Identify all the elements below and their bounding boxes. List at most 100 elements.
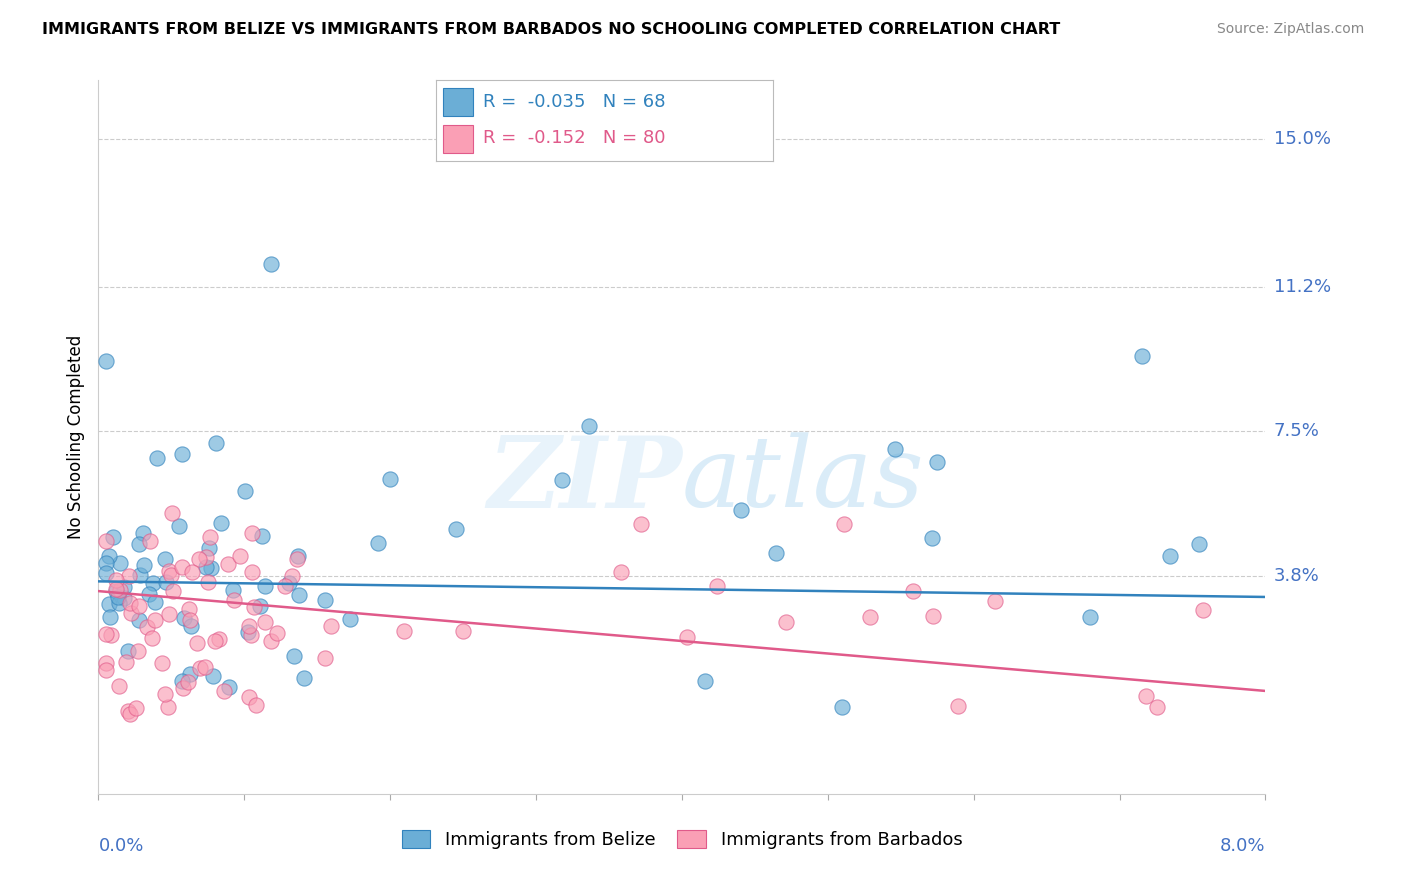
Point	[283, 648, 305, 663]
FancyBboxPatch shape	[443, 125, 472, 153]
Point	[1146, 700, 1168, 714]
Point	[108, 596, 131, 610]
Text: ZIP: ZIP	[486, 432, 682, 528]
Text: 3.8%: 3.8%	[1274, 566, 1319, 584]
Legend: Immigrants from Belize, Immigrants from Barbados: Immigrants from Belize, Immigrants from …	[394, 822, 970, 856]
Point	[254, 578, 277, 592]
Point	[676, 630, 699, 644]
Point	[222, 592, 245, 607]
Point	[180, 566, 202, 580]
Point	[730, 503, 752, 517]
Point	[117, 704, 139, 718]
Point	[253, 615, 276, 630]
Point	[233, 483, 256, 498]
Point	[188, 661, 211, 675]
Point	[238, 619, 260, 633]
Point	[194, 660, 217, 674]
Point	[451, 624, 474, 639]
Point	[118, 706, 141, 721]
Point	[142, 575, 165, 590]
Point	[94, 566, 117, 581]
Point	[134, 558, 156, 572]
Point	[252, 529, 274, 543]
Point	[94, 627, 117, 641]
Point	[145, 450, 167, 465]
Point	[314, 650, 336, 665]
Point	[110, 582, 132, 597]
Point	[104, 582, 127, 597]
Point	[172, 447, 194, 461]
Point	[172, 681, 194, 695]
Point	[444, 522, 467, 536]
Point	[610, 565, 633, 579]
Point	[832, 516, 855, 531]
Point	[118, 569, 141, 583]
Point	[367, 536, 389, 550]
Point	[153, 552, 176, 566]
Point	[94, 657, 117, 671]
Point	[198, 530, 221, 544]
Point	[194, 550, 217, 565]
Point	[392, 624, 415, 639]
Point	[120, 606, 142, 620]
Point	[946, 698, 969, 713]
Point	[706, 579, 728, 593]
Point	[243, 600, 266, 615]
Point	[94, 663, 117, 677]
Point	[314, 592, 336, 607]
Point	[194, 560, 217, 574]
Point	[287, 552, 309, 566]
Point	[179, 613, 201, 627]
Point	[138, 534, 160, 549]
Point	[266, 626, 288, 640]
Point	[120, 596, 142, 610]
Point	[693, 673, 716, 688]
FancyBboxPatch shape	[443, 88, 472, 116]
Point	[378, 472, 401, 486]
Point	[198, 541, 221, 555]
Point	[157, 564, 180, 578]
Point	[239, 628, 262, 642]
Point	[159, 607, 181, 621]
Point	[1192, 603, 1215, 617]
Point	[217, 558, 239, 572]
Point	[177, 602, 200, 616]
Point	[136, 620, 159, 634]
Point	[128, 599, 150, 613]
Point	[925, 455, 948, 469]
Point	[105, 573, 128, 587]
Point	[903, 584, 925, 599]
Point	[94, 557, 117, 571]
Point	[156, 699, 179, 714]
Point	[98, 610, 121, 624]
Point	[108, 556, 131, 570]
Point	[236, 625, 259, 640]
Point	[173, 610, 195, 624]
Point	[155, 687, 177, 701]
Y-axis label: No Schooling Completed: No Schooling Completed	[66, 335, 84, 539]
Point	[984, 594, 1007, 608]
Point	[218, 681, 240, 695]
Point	[128, 613, 150, 627]
Point	[107, 679, 129, 693]
Point	[143, 613, 166, 627]
Point	[98, 597, 121, 611]
Point	[831, 699, 853, 714]
Point	[321, 619, 343, 633]
Point	[240, 565, 263, 579]
Point	[179, 666, 201, 681]
Point	[188, 552, 211, 566]
Point	[204, 634, 226, 648]
Point	[94, 354, 117, 368]
Point	[288, 588, 311, 602]
Point	[259, 256, 281, 270]
Text: R =  -0.152   N = 80: R = -0.152 N = 80	[484, 129, 665, 147]
Point	[278, 575, 301, 590]
Point	[160, 506, 183, 520]
Text: R =  -0.035   N = 68: R = -0.035 N = 68	[484, 93, 665, 111]
Point	[141, 632, 163, 646]
Point	[1188, 537, 1211, 551]
Point	[115, 655, 138, 669]
Point	[150, 656, 173, 670]
Point	[292, 672, 315, 686]
